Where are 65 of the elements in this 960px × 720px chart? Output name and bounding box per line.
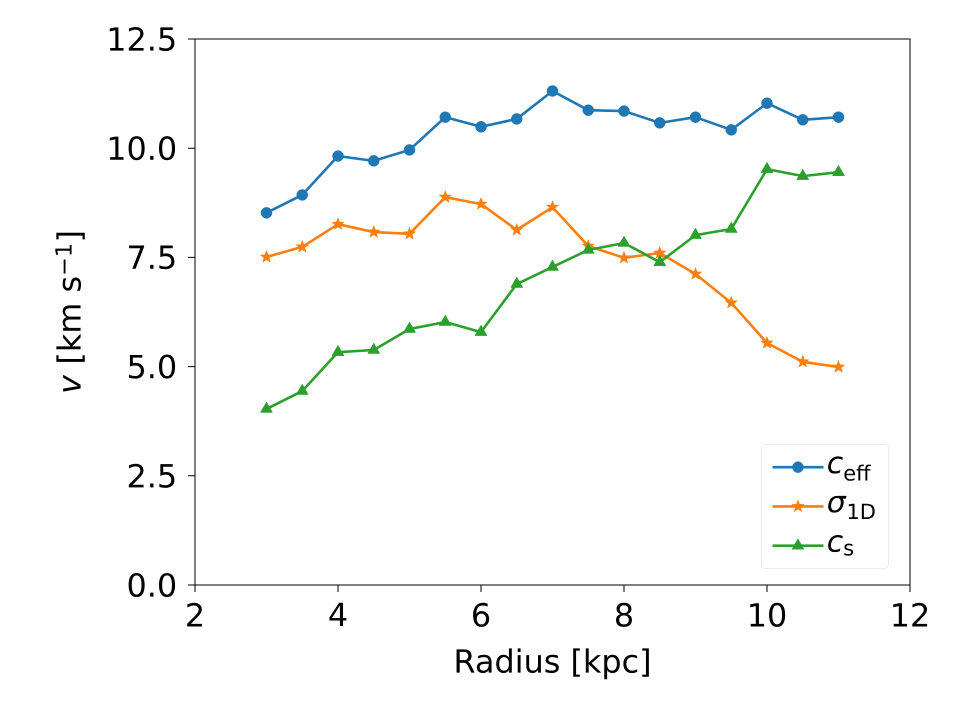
point bbox=[690, 111, 702, 123]
x-axis-title: Radius [kpc] bbox=[456, 648, 649, 680]
point bbox=[546, 85, 558, 97]
point bbox=[368, 155, 380, 167]
point bbox=[367, 225, 380, 238]
point bbox=[832, 360, 845, 373]
y-tick-label: 10.0 bbox=[110, 136, 176, 160]
point bbox=[724, 222, 738, 233]
point bbox=[618, 236, 630, 247]
y-tick-label: 5.0 bbox=[128, 354, 176, 379]
y-tick-label: 2.5 bbox=[128, 464, 174, 488]
x-tick-label: 2 bbox=[187, 602, 202, 626]
point bbox=[440, 111, 451, 123]
point bbox=[797, 114, 808, 126]
point bbox=[726, 124, 737, 136]
point bbox=[653, 246, 666, 259]
x-tick-label: 6 bbox=[473, 602, 490, 627]
y-tick-label: 12.5 bbox=[110, 26, 174, 52]
x-tick-label: 10 bbox=[750, 602, 786, 627]
point bbox=[474, 197, 488, 210]
point bbox=[296, 189, 308, 201]
point bbox=[796, 355, 810, 368]
point bbox=[832, 164, 845, 176]
point bbox=[582, 104, 594, 116]
point bbox=[404, 144, 416, 156]
point bbox=[403, 227, 416, 240]
point bbox=[582, 242, 595, 254]
legend-label: c$_{eff}$ bbox=[828, 456, 871, 481]
point bbox=[654, 117, 666, 129]
point bbox=[653, 254, 666, 266]
point bbox=[332, 217, 344, 230]
point bbox=[475, 121, 487, 133]
point bbox=[761, 97, 773, 109]
point bbox=[332, 150, 344, 162]
y-tick-label: 7.5 bbox=[129, 246, 174, 270]
legend-label: c$_{s}$ bbox=[828, 534, 854, 556]
point bbox=[474, 324, 488, 336]
point bbox=[296, 240, 309, 252]
point bbox=[546, 260, 559, 271]
point bbox=[724, 296, 738, 308]
point bbox=[760, 162, 774, 173]
point bbox=[367, 342, 380, 354]
point bbox=[689, 267, 702, 280]
point bbox=[796, 168, 810, 180]
point bbox=[403, 322, 416, 333]
x-tick-label: 8 bbox=[616, 602, 632, 627]
point bbox=[689, 228, 702, 239]
point bbox=[546, 200, 559, 213]
y-tick-label: 0.0 bbox=[128, 572, 176, 598]
x-tick-label: 12 bbox=[893, 602, 928, 626]
legend-label: σ$_{1D}$ bbox=[828, 496, 875, 519]
point bbox=[438, 190, 452, 203]
y-axis-title: v [km s$^{−1}$] bbox=[55, 232, 85, 392]
point bbox=[510, 276, 524, 288]
point bbox=[832, 111, 844, 123]
x-tick-label: 4 bbox=[329, 602, 346, 626]
point bbox=[332, 344, 344, 356]
point bbox=[260, 207, 272, 219]
point bbox=[510, 223, 524, 236]
point bbox=[618, 105, 630, 117]
point bbox=[296, 384, 309, 395]
point bbox=[511, 113, 522, 125]
point bbox=[260, 402, 273, 413]
point bbox=[438, 314, 452, 326]
point bbox=[760, 336, 774, 348]
